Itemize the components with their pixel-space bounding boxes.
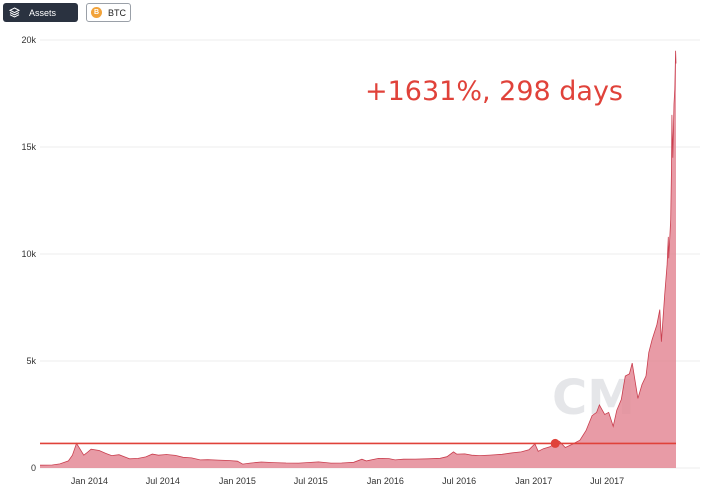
toolbar: Assets B BTC — [0, 0, 705, 26]
btc-label: BTC — [108, 7, 126, 18]
bitcoin-coin-icon: B — [91, 7, 102, 18]
x-tick-label: Jan 2016 — [367, 476, 404, 486]
x-tick-label: Jul 2014 — [146, 476, 180, 486]
y-tick-label: 20k — [21, 35, 36, 45]
x-axis-labels: Jan 2014 Jul 2014 Jan 2015 Jul 2015 Jan 2016… — [71, 476, 624, 486]
y-tick-label: 5k — [26, 356, 36, 366]
y-tick-label: 15k — [21, 142, 36, 152]
price-line — [39, 50, 677, 466]
assets-label: Assets — [29, 7, 57, 18]
x-tick-label: Jul 2016 — [442, 476, 476, 486]
x-tick-label: Jul 2017 — [590, 476, 624, 486]
layers-icon — [8, 7, 21, 18]
btc-asset-button[interactable]: B BTC — [86, 3, 131, 22]
y-axis-labels: 0 5k 10k 15k 20k — [21, 35, 36, 473]
gain-annotation: +1631%, 298 days — [365, 76, 623, 107]
x-tick-label: Jan 2014 — [71, 476, 108, 486]
y-tick-label: 0 — [31, 463, 36, 473]
x-tick-label: Jan 2015 — [219, 476, 256, 486]
price-area — [40, 50, 676, 468]
assets-button[interactable]: Assets — [3, 3, 78, 22]
y-tick-label: 10k — [21, 249, 36, 259]
x-tick-label: Jul 2015 — [294, 476, 328, 486]
x-tick-label: Jan 2017 — [515, 476, 552, 486]
threshold-crossing-marker[interactable] — [550, 438, 560, 448]
